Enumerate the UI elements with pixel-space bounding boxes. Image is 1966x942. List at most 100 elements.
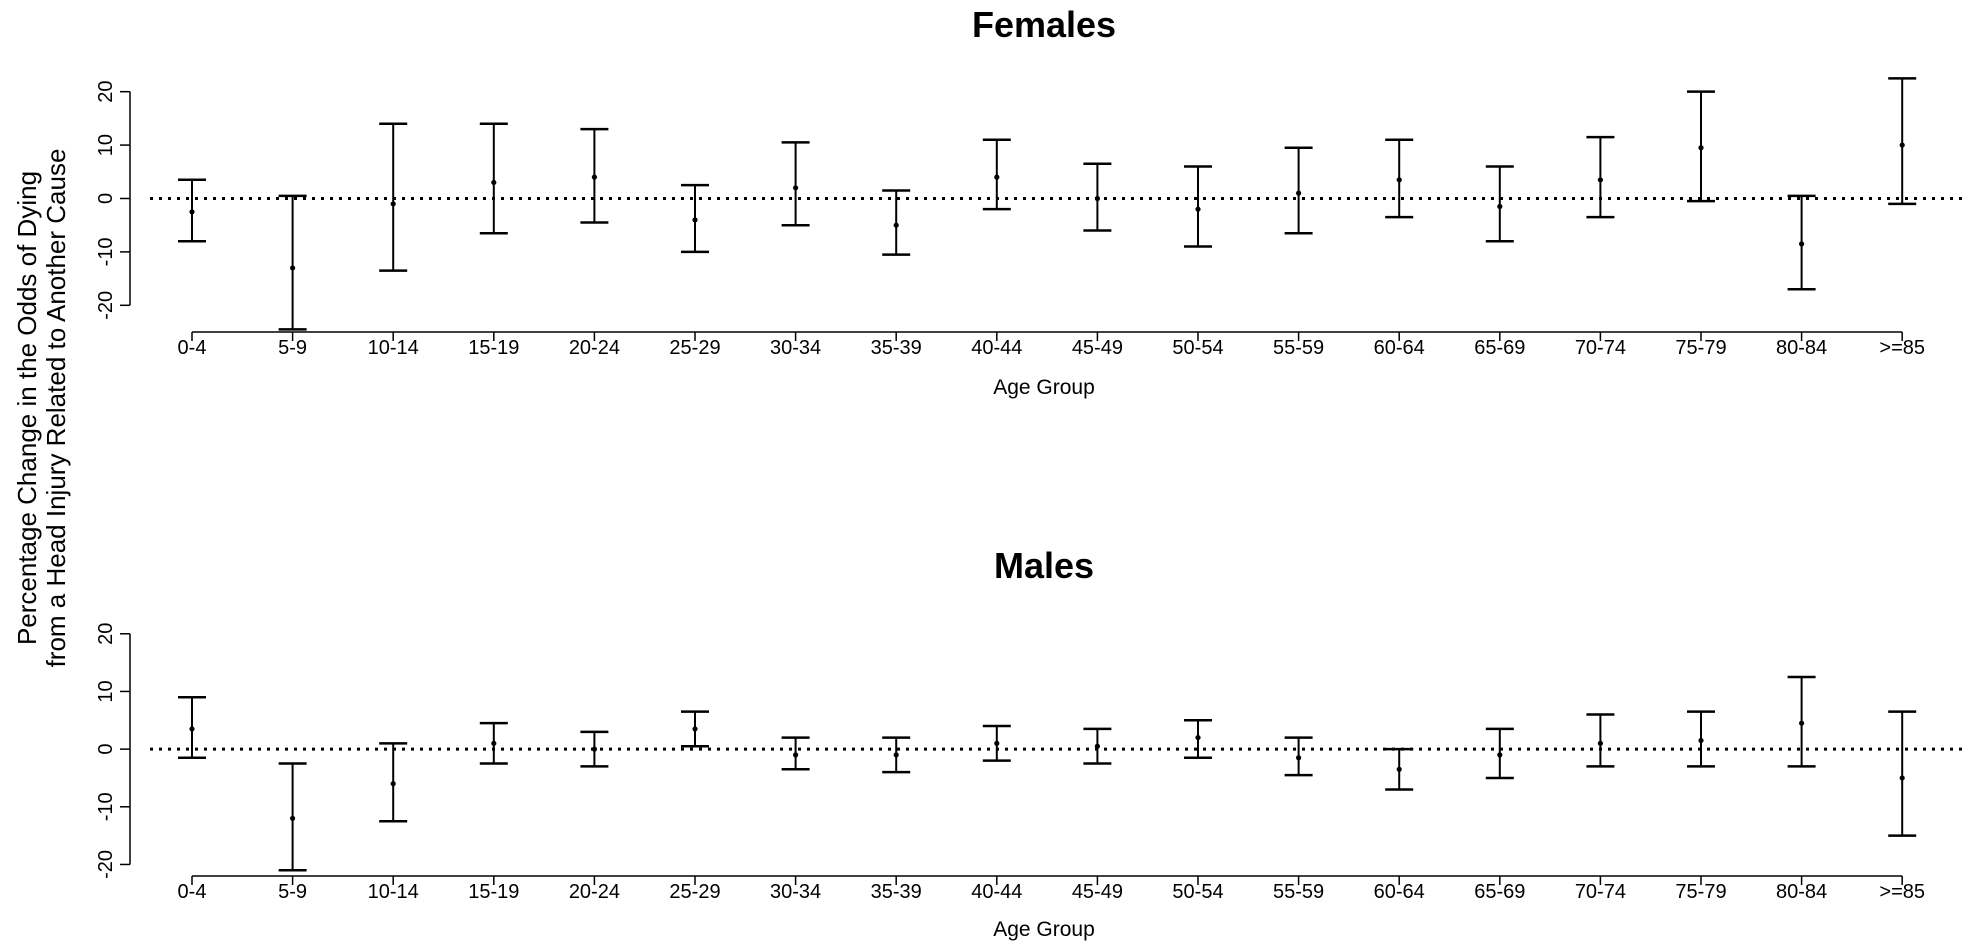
point-estimate [793, 752, 799, 758]
x-tick-label-males: 60-64 [1374, 881, 1425, 903]
y-tick-label-females: -10 [95, 237, 117, 266]
point-estimate [692, 217, 698, 223]
x-tick-label-females: 35-39 [871, 337, 922, 359]
y-axis-label-line-2: from a Head Injury Related to Another Ca… [41, 149, 71, 668]
point-estimate [189, 726, 195, 732]
point-estimate [793, 185, 799, 191]
point-estimate [491, 179, 497, 186]
error-bar-males [982, 724, 1011, 762]
point-estimate [994, 740, 1000, 746]
chart-panel-females: Females Age Group -20 -10 0 10 20 0-4 5-9 10-14… [95, 4, 1962, 399]
x-tick-label-males: 80-84 [1776, 881, 1827, 903]
x-tick-label-males: 10-14 [368, 881, 419, 903]
x-tick-label-males: 50-54 [1172, 881, 1223, 903]
x-tick-label-females: 75-79 [1675, 337, 1726, 359]
y-tick-label-males: -10 [95, 792, 117, 821]
x-tick-label-males: 5-9 [278, 881, 307, 903]
error-bar-females [580, 127, 609, 224]
x-tick-label-females: 70-74 [1575, 337, 1626, 359]
point-estimate [1799, 720, 1805, 726]
error-bar-females [1888, 77, 1917, 206]
error-bar-males [882, 736, 911, 774]
chart-title-males: Males [994, 545, 1094, 586]
point-estimate [692, 726, 698, 732]
x-tick-label-females: 10-14 [368, 337, 419, 359]
point-estimate [390, 201, 396, 207]
x-tick-label-females: 15-19 [468, 337, 519, 359]
y-tick-label-males: 10 [95, 680, 117, 702]
error-bar-females [178, 178, 206, 243]
point-estimate [1597, 177, 1603, 183]
x-tick-label-females: 20-24 [569, 337, 620, 359]
error-bar-males [1284, 736, 1313, 777]
point-estimate [994, 174, 1000, 180]
point-estimate [893, 752, 899, 758]
y-axis-label-line-1: Percentage Change in the Odds of Dying [12, 171, 42, 645]
point-estimate [591, 174, 598, 180]
error-bar-females [379, 122, 408, 272]
x-tick-label-males: 45-49 [1072, 881, 1123, 903]
point-estimate [390, 781, 396, 787]
x-tick-label-males: 30-34 [770, 881, 821, 903]
point-estimate [1497, 752, 1503, 758]
chart-title-females: Females [972, 4, 1116, 45]
point-estimate [1296, 190, 1302, 196]
error-bar-females [1586, 135, 1615, 219]
x-tick-label-males: 70-74 [1575, 881, 1626, 903]
y-tick-label-females: -20 [95, 291, 117, 320]
x-tick-label-males: 20-24 [569, 881, 620, 903]
x-tick-label-females: 50-54 [1172, 337, 1223, 359]
point-estimate [1698, 737, 1704, 744]
error-bar-males [781, 736, 810, 771]
point-estimate [290, 265, 296, 271]
point-estimate [1799, 241, 1805, 247]
x-axis-label-males: Age Group [993, 918, 1095, 941]
x-tick-label-males: 55-59 [1273, 881, 1324, 903]
x-tick-label-females: 40-44 [971, 337, 1022, 359]
point-estimate [290, 815, 296, 821]
error-bar-females [882, 189, 911, 256]
point-estimate [1597, 740, 1603, 746]
error-bar-males [1787, 675, 1816, 768]
point-estimate [1396, 177, 1402, 183]
error-bar-males [278, 762, 307, 872]
point-estimate [189, 209, 195, 215]
error-bar-males [1586, 713, 1615, 768]
x-tick-label-males: 40-44 [971, 881, 1022, 903]
x-tick-label-males: 75-79 [1675, 881, 1726, 903]
y-tick-label-males: -20 [95, 850, 117, 879]
shared-y-axis-label: Percentage Change in the Odds of Dying f… [12, 149, 71, 668]
point-estimate [1195, 734, 1201, 741]
error-bar-males [580, 730, 609, 768]
x-tick-label-females: 55-59 [1273, 337, 1324, 359]
x-tick-label-males: 15-19 [468, 881, 519, 903]
error-bar-males [681, 710, 709, 748]
x-tick-label-males: 25-29 [669, 881, 720, 903]
chart-panel-males: Males Age Group -20 -10 0 10 20 0-4 5-9 10-14 15… [95, 545, 1962, 941]
error-bar-females [278, 194, 307, 331]
x-tick-label-females: 45-49 [1072, 337, 1123, 359]
error-bar-females [1184, 165, 1212, 248]
error-bar-females [1787, 194, 1816, 291]
error-bar-males [1888, 710, 1917, 837]
point-estimate [1497, 203, 1503, 210]
error-bar-males [479, 721, 508, 765]
point-estimate [1899, 775, 1905, 781]
x-tick-label-males: 35-39 [871, 881, 922, 903]
error-bar-males [1485, 727, 1514, 780]
point-estimate [1094, 195, 1100, 202]
x-tick-label-females: >=85 [1879, 337, 1925, 359]
error-bar-females [982, 138, 1011, 211]
point-estimate [1698, 145, 1704, 151]
x-tick-label-females: 80-84 [1776, 337, 1827, 359]
error-bar-males [1385, 747, 1414, 791]
error-bar-females [1687, 90, 1715, 203]
error-bar-females [1485, 165, 1514, 243]
y-tick-label-females: 20 [95, 81, 117, 103]
error-bar-females [681, 183, 709, 254]
error-bar-males [1083, 727, 1112, 765]
x-tick-label-males: 65-69 [1474, 881, 1525, 903]
y-tick-label-females: 0 [95, 193, 117, 204]
error-bar-females [1083, 162, 1112, 232]
